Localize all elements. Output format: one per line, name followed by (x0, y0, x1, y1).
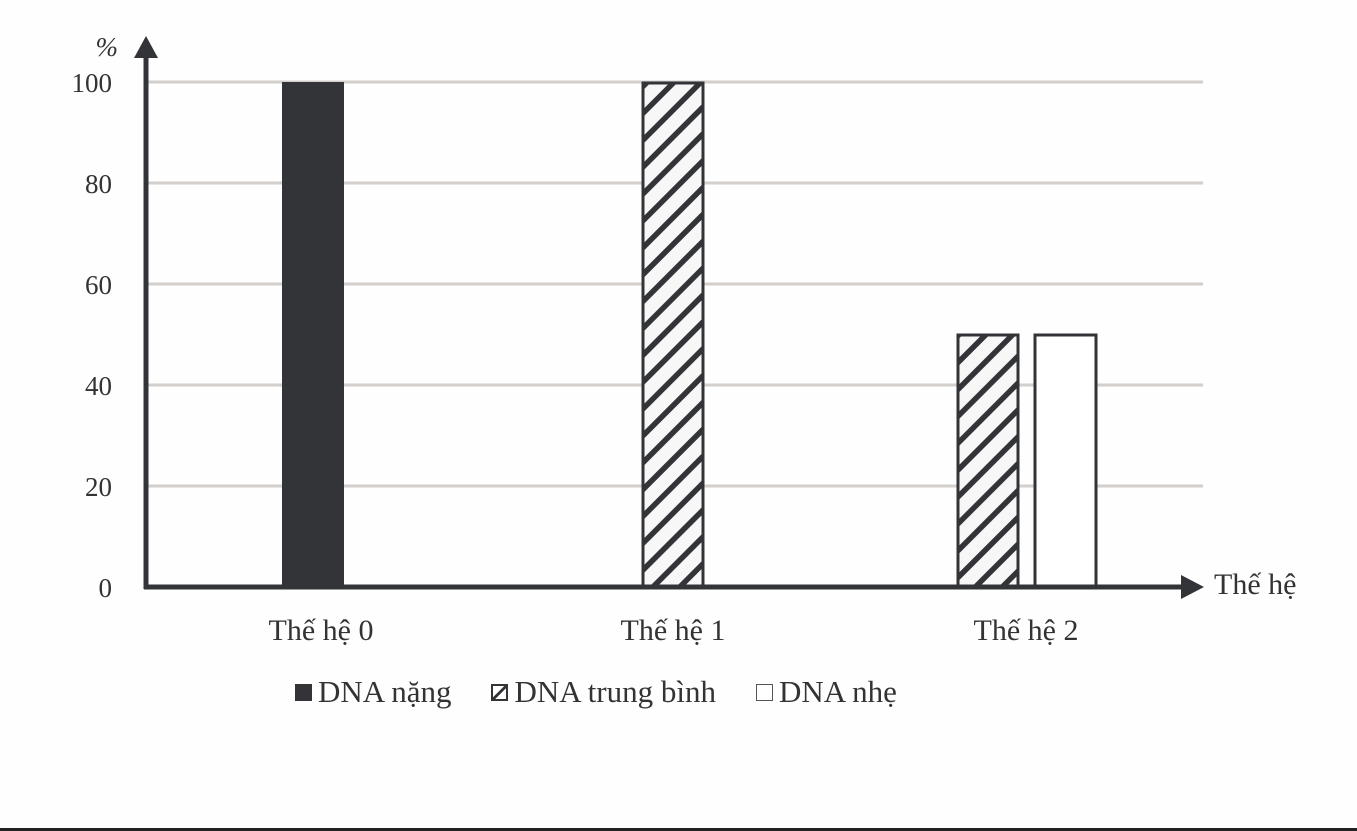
x-axis-title: Thế hệ (1214, 568, 1296, 601)
y-tick-20: 20 (85, 472, 112, 502)
category-label-gen0: Thế hệ 0 (269, 614, 374, 647)
y-tick-80: 80 (85, 169, 112, 199)
bar-light-gen2 (1033, 333, 1098, 588)
x-axis (144, 575, 1204, 599)
y-tick-60: 60 (85, 270, 112, 300)
bottom-divider (0, 828, 1357, 831)
category-label-gen2: Thế hệ 2 (974, 614, 1079, 647)
legend-item-light: DNA nhẹ (755, 674, 897, 710)
legend-item-medium: DNA trung bình (491, 674, 716, 710)
y-axis-unit-label: % (96, 32, 119, 62)
hatched-square-icon (491, 683, 509, 701)
legend-item-heavy: DNA nặng (295, 674, 451, 710)
category-label-gen1: Thế hệ 1 (621, 614, 726, 647)
y-axis (134, 36, 158, 589)
bar-medium-gen2 (956, 333, 1020, 588)
chart-legend: DNA nặng DNA trung bình DNA nhẹ (295, 674, 937, 710)
y-tick-100: 100 (72, 68, 113, 98)
y-tick-40: 40 (85, 371, 112, 401)
empty-square-icon (755, 683, 773, 701)
bar-heavy-gen0 (282, 82, 344, 586)
solid-square-icon (295, 683, 312, 701)
legend-label: DNA trung bình (514, 674, 716, 709)
x-axis-arrow-icon (1181, 575, 1204, 599)
bar-medium-gen1 (641, 81, 705, 588)
y-tick-0: 0 (99, 573, 113, 603)
legend-label: DNA nặng (318, 674, 452, 709)
y-axis-arrow-icon (134, 36, 158, 58)
legend-label: DNA nhẹ (778, 674, 897, 709)
